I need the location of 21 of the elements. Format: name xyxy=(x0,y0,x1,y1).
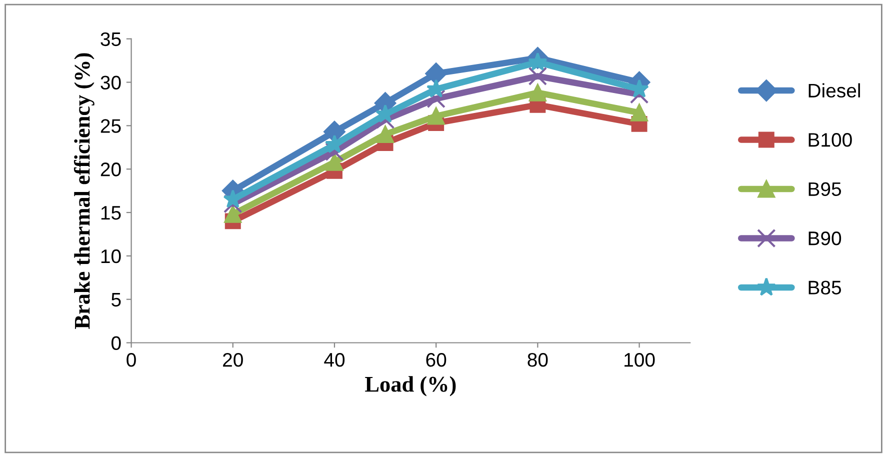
x-tick-label: 20 xyxy=(223,352,243,367)
legend-label: B90 xyxy=(808,231,842,246)
y-tick-label: 20 xyxy=(100,162,121,176)
y-tick-label: 15 xyxy=(101,206,121,220)
y-tick-label: 25 xyxy=(100,119,121,133)
x-tick-label: 80 xyxy=(528,352,548,367)
y-tick-label: 10 xyxy=(101,249,121,264)
y-tick-label: 35 xyxy=(100,32,121,46)
x-tick-label: 60 xyxy=(426,352,446,367)
legend-label: B100 xyxy=(808,133,852,147)
y-axis-title: Brake thermal efficiency (%) xyxy=(74,53,94,329)
x-tick-label: 0 xyxy=(126,352,136,367)
y-tick-label: 30 xyxy=(100,76,121,90)
legend-label: B85 xyxy=(808,280,842,294)
legend-label: Diesel xyxy=(808,83,860,98)
legend-label: B95 xyxy=(808,182,842,196)
y-tick-label: 0 xyxy=(112,336,121,350)
y-tick-label: 5 xyxy=(112,293,121,307)
x-axis-title: Load (%) xyxy=(365,376,456,396)
x-tick-label: 40 xyxy=(324,352,345,367)
x-tick-label: 100 xyxy=(624,352,655,367)
